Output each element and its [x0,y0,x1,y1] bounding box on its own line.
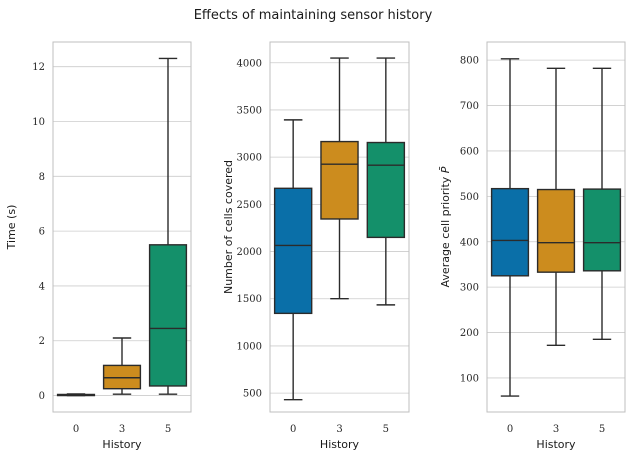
cell-priority-xtick-label: 0 [507,424,513,435]
time-ylabel-text: Time (s) [5,205,18,251]
cells-covered-ytick-label: 3000 [237,153,262,164]
cells-covered-axes-frame [269,41,410,413]
time-ytick-label: 0 [39,391,45,402]
time-box [148,244,188,387]
time-xlabel: History [102,438,142,451]
cells-covered-ytick-label: 1500 [237,294,262,305]
cell-priority-ytick-label: 200 [460,328,479,339]
cell-priority-boxplot-panel: 100 200 300 400 500 600 700 800 0 3 5 History Averag… [439,41,626,451]
time-ytick-label: 10 [32,117,45,128]
time-xtick-label: 5 [165,424,171,435]
time-xtick-label: 3 [119,424,125,435]
figure-title: Effects of maintaining sensor history [194,8,433,23]
cell-priority-ytick-label: 500 [460,192,479,203]
cell-priority-ylabel: Average cell priority P̄ [439,166,452,287]
cell-priority-ytick-label: 700 [460,101,479,112]
cell-priority-box [536,188,576,273]
cells-covered-boxplot-panel: 500 1000 1500 2000 2500 3000 3500 4000 0 3 5 Histor… [222,41,410,451]
time-ytick-label: 12 [32,62,45,73]
cells-covered-ylabel-text: Number of cells covered [222,160,235,294]
cell-priority-ytick-label: 800 [460,56,479,67]
time-axes-frame [52,41,192,413]
cell-priority-ytick-label: 300 [460,283,479,294]
cells-covered-ytick-label: 500 [243,389,262,400]
cell-priority-xtick-label: 5 [599,424,605,435]
cells-covered-ytick-label: 1000 [237,341,262,352]
cell-priority-axes-frame [486,41,626,413]
cell-priority-box [582,188,622,272]
cell-priority-ytick-label: 100 [460,373,479,384]
cell-priority-ytick-label: 600 [460,146,479,157]
cells-covered-ytick-label: 4000 [237,58,262,69]
cells-covered-ytick-label: 2000 [237,247,262,258]
cells-covered-xtick-label: 5 [383,424,389,435]
time-ytick-label: 2 [39,336,45,347]
time-ytick-label: 6 [39,227,45,238]
cell-priority-xlabel: History [536,438,576,451]
time-ytick-label: 8 [39,172,45,183]
cells-covered-xtick-label: 3 [336,424,342,435]
cell-priority-xtick-label: 3 [553,424,559,435]
time-xtick-label: 0 [73,424,79,435]
cell-priority-ytick-label: 400 [460,237,479,248]
cell-priority-box [490,187,530,277]
cells-covered-ylabel: Number of cells covered [222,160,235,294]
cells-covered-ytick-label: 3500 [237,105,262,116]
cells-covered-xlabel: History [320,438,360,451]
time-ylabel: Time (s) [5,205,18,251]
cells-covered-xtick-label: 0 [290,424,296,435]
cells-covered-box [366,141,406,239]
cell-priority-ylabel-symbol: P̄ [439,166,452,173]
cells-covered-box [273,187,313,315]
cells-covered-ytick-label: 2500 [237,200,262,211]
cell-priority-ylabel-text: Average cell priority [439,173,452,287]
cells-covered-box [320,140,359,220]
time-boxplot-panel: 0 2 4 6 8 10 12 0 3 5 History Time (s) [5,41,192,451]
time-ytick-label: 4 [39,281,45,292]
